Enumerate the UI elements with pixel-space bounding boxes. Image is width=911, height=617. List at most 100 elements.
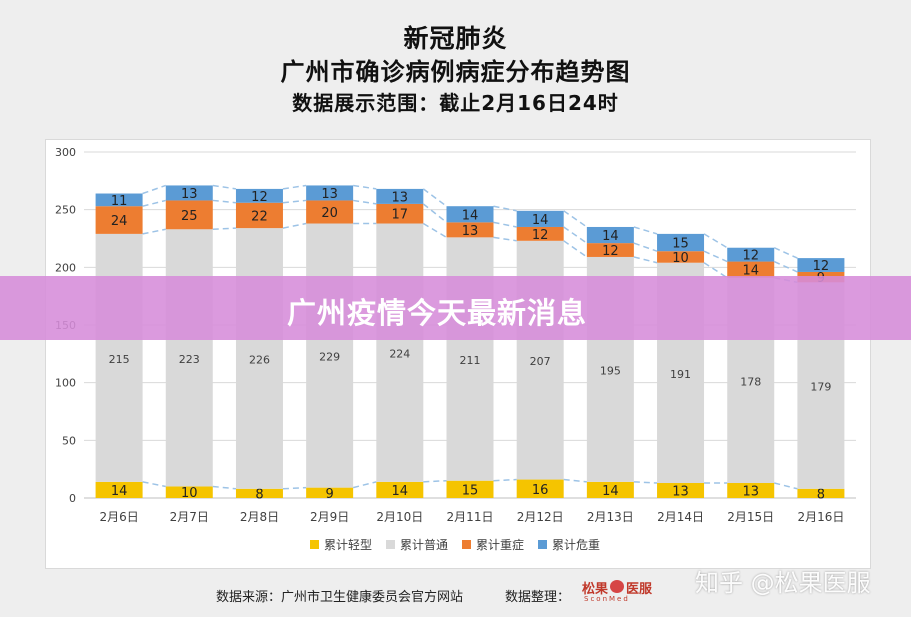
bar-segment bbox=[165, 486, 213, 498]
series-connector-line bbox=[282, 184, 307, 190]
legend-swatch bbox=[462, 540, 471, 549]
bar-segment bbox=[516, 226, 564, 241]
bar-segment bbox=[165, 200, 213, 230]
series-connector-line bbox=[142, 184, 167, 195]
data-label: 226 bbox=[249, 353, 270, 366]
data-label: 16 bbox=[532, 483, 549, 498]
bar-segment bbox=[446, 480, 494, 498]
footer: 数据来源：广州市卫生健康委员会官方网站 数据整理： 松果 医服 SconMed bbox=[0, 580, 911, 606]
series-connector-line bbox=[773, 260, 798, 273]
series-connector-line bbox=[282, 222, 307, 229]
data-label: 195 bbox=[600, 364, 621, 377]
y-tick-label: 250 bbox=[55, 204, 76, 217]
data-label: 15 bbox=[672, 237, 689, 252]
legend-swatch bbox=[310, 540, 319, 549]
bar-segment bbox=[797, 488, 845, 498]
data-label: 14 bbox=[602, 229, 619, 244]
series-connector-line bbox=[282, 199, 307, 204]
logo-mark-icon bbox=[610, 580, 624, 593]
x-tick-label: 2月15日 bbox=[727, 510, 774, 524]
bar-segment bbox=[657, 233, 705, 252]
chart-panel: 0501001502002503001421524112月6日102232513… bbox=[45, 139, 871, 569]
bar-segment bbox=[165, 229, 213, 487]
bar-segment bbox=[235, 188, 283, 203]
data-label: 14 bbox=[742, 264, 759, 279]
series-connector-line bbox=[142, 228, 166, 235]
data-label: 12 bbox=[742, 249, 759, 264]
bar-segment bbox=[306, 223, 354, 488]
bar-segment bbox=[586, 481, 634, 498]
data-label: 13 bbox=[462, 224, 479, 239]
data-label: 14 bbox=[462, 208, 479, 223]
data-range-note: 数据展示范围：截止2月16日24时 bbox=[292, 91, 619, 115]
logo-text-right: 医服 bbox=[626, 582, 653, 597]
chart-title: 新冠肺炎 bbox=[403, 24, 508, 53]
series-connector-line bbox=[493, 478, 517, 482]
logo-text-en: SconMed bbox=[584, 595, 630, 603]
chart-subtitle: 广州市确诊病例病症分布趋势图 bbox=[280, 58, 631, 86]
series-connector-line bbox=[633, 242, 658, 252]
series-connector-line bbox=[422, 188, 447, 207]
data-label: 178 bbox=[740, 375, 761, 388]
bar-segment bbox=[306, 487, 354, 498]
series-connector-line bbox=[353, 184, 377, 190]
series-connector-line bbox=[142, 481, 166, 488]
bar-segment bbox=[446, 206, 494, 223]
data-source: 数据来源：广州市卫生健康委员会官方网站 bbox=[216, 590, 464, 605]
bar-segment bbox=[235, 488, 283, 498]
bar-segment bbox=[586, 243, 634, 257]
series-connector-line bbox=[773, 247, 798, 259]
x-tick-label: 2月7日 bbox=[170, 510, 209, 524]
series-connector-line bbox=[493, 221, 517, 228]
series-connector-line bbox=[212, 199, 237, 204]
legend-label: 累计重症 bbox=[476, 537, 524, 552]
y-tick-label: 300 bbox=[55, 146, 76, 159]
data-label: 224 bbox=[389, 348, 410, 361]
legend-swatch bbox=[386, 540, 395, 549]
legend-swatch bbox=[538, 540, 547, 549]
series-connector-line bbox=[703, 250, 728, 263]
bar-segment bbox=[235, 228, 283, 489]
chart-title-block: 新冠肺炎 广州市确诊病例病症分布趋势图 数据展示范围：截止2月16日24时 bbox=[0, 22, 911, 118]
data-label: 17 bbox=[392, 208, 409, 223]
bar-segment bbox=[727, 261, 775, 278]
series-connector-line bbox=[212, 227, 236, 231]
x-tick-label: 2月16日 bbox=[797, 510, 844, 524]
series-connector-line bbox=[563, 226, 588, 244]
series-connector-line bbox=[422, 222, 447, 238]
data-label: 14 bbox=[111, 484, 128, 499]
data-label: 13 bbox=[672, 485, 689, 500]
bar-segment bbox=[727, 247, 775, 262]
data-label: 211 bbox=[460, 354, 481, 367]
watermark: 知乎 @松果医服 bbox=[695, 569, 871, 597]
series-connector-line bbox=[633, 226, 658, 235]
bar-segment bbox=[306, 200, 354, 224]
bar-segment bbox=[657, 251, 705, 263]
data-label: 207 bbox=[530, 355, 551, 368]
data-label: 8 bbox=[255, 487, 263, 502]
series-connector-line bbox=[493, 205, 517, 212]
legend-label: 累计危重 bbox=[552, 538, 600, 552]
series-connector-line bbox=[282, 486, 307, 490]
bar-segment bbox=[516, 210, 564, 227]
series-connector-line bbox=[352, 481, 377, 489]
series-connector-line bbox=[563, 210, 588, 228]
overlay-banner bbox=[0, 276, 911, 340]
bar-segment bbox=[95, 193, 143, 207]
data-label: 22 bbox=[251, 209, 268, 224]
x-tick-label: 2月11日 bbox=[447, 510, 494, 524]
data-label: 25 bbox=[181, 209, 198, 224]
data-label: 191 bbox=[670, 368, 691, 381]
legend-label: 累计轻型 bbox=[324, 538, 372, 552]
bar-segment bbox=[516, 479, 564, 498]
data-label: 8 bbox=[817, 487, 825, 502]
x-tick-label: 2月13日 bbox=[587, 510, 634, 524]
series-connector-line bbox=[142, 199, 166, 207]
series-connector-line bbox=[563, 240, 588, 258]
data-label: 11 bbox=[111, 194, 128, 209]
x-tick-label: 2月10日 bbox=[376, 510, 423, 524]
bar-segment bbox=[95, 206, 143, 234]
stacked-bar-chart: 0501001502002503001421524112月6日102232513… bbox=[55, 146, 856, 552]
series-connector-line bbox=[703, 233, 728, 249]
data-label: 215 bbox=[109, 353, 130, 366]
